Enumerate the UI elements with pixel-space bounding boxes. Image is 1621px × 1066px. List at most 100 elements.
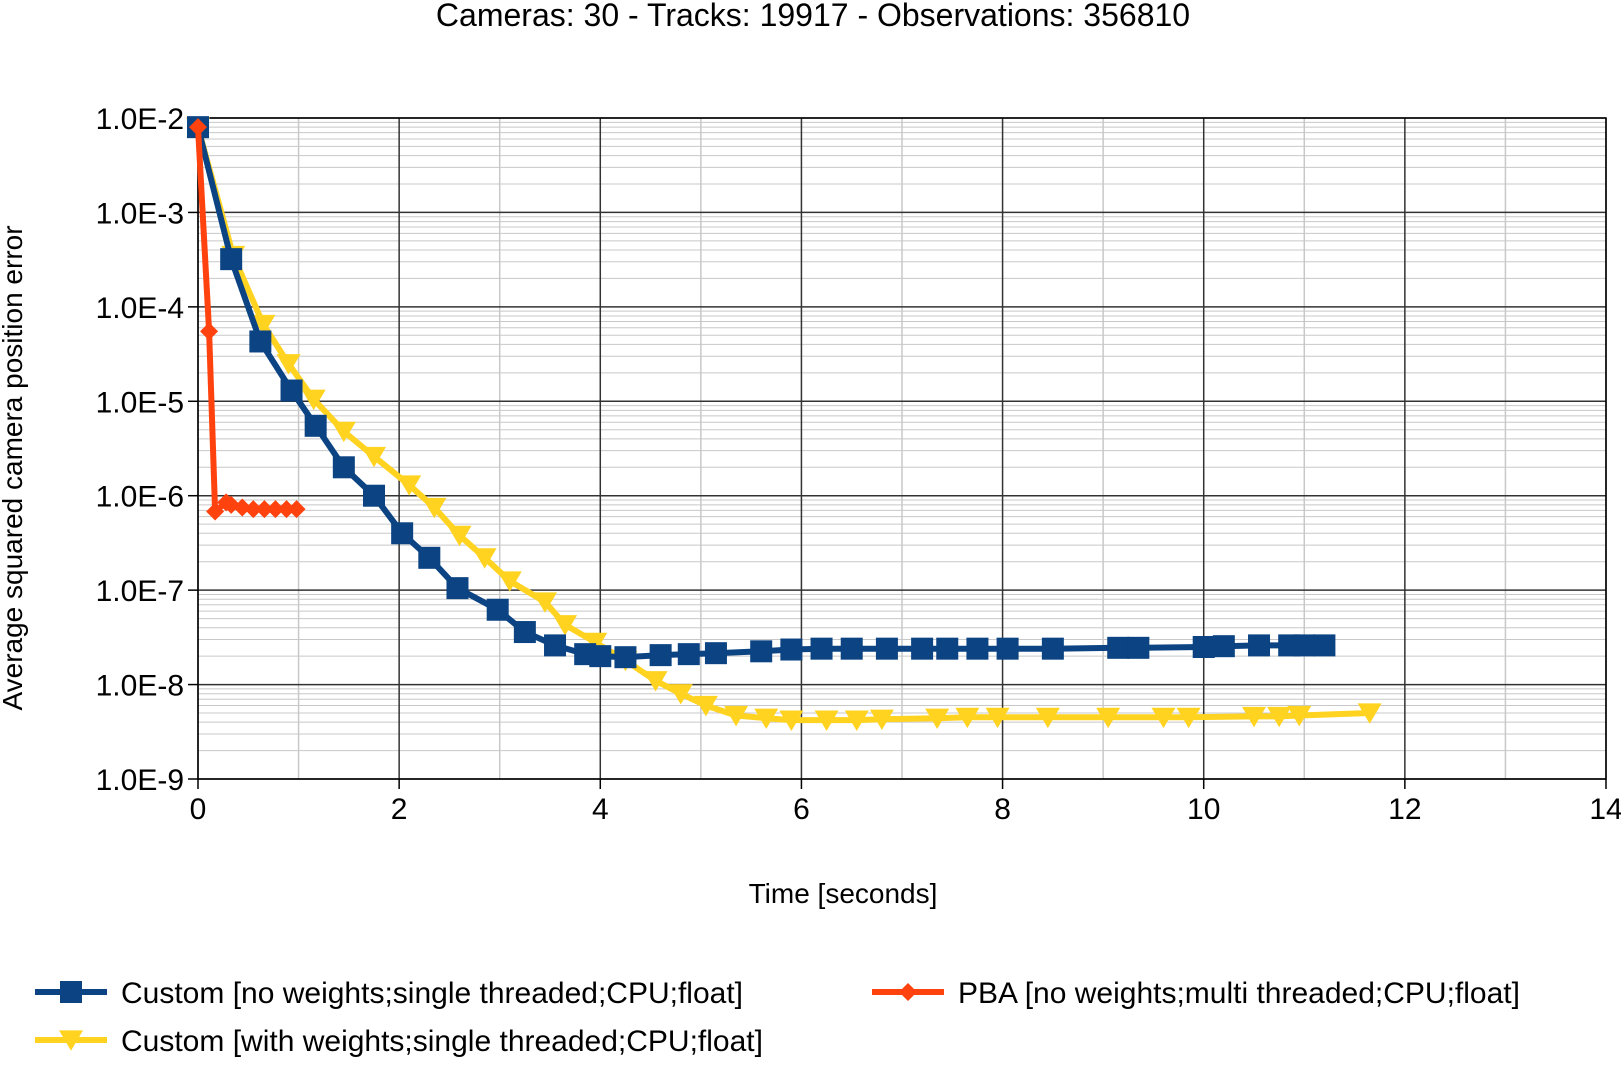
series-layer xyxy=(186,116,1382,731)
legend-marker xyxy=(59,1030,83,1051)
data-point xyxy=(1242,706,1266,728)
data-point xyxy=(649,644,672,667)
data-point xyxy=(233,498,252,517)
data-point xyxy=(200,322,219,341)
x-tick-label: 2 xyxy=(391,793,408,826)
data-point xyxy=(614,646,637,669)
data-point xyxy=(1151,707,1176,729)
y-tick-label: 1.0E-9 xyxy=(96,764,184,797)
data-point xyxy=(875,637,898,660)
data-point xyxy=(249,330,272,353)
data-point xyxy=(287,500,306,519)
series-line xyxy=(195,126,1370,724)
data-point xyxy=(693,695,718,717)
data-point xyxy=(1176,707,1201,729)
data-point xyxy=(189,118,207,137)
plot-frame xyxy=(197,117,1607,780)
y-tick-label: 1.0E-8 xyxy=(96,670,184,703)
data-point xyxy=(280,379,303,402)
data-point xyxy=(869,709,894,730)
data-point xyxy=(220,248,243,271)
legend-label: Custom [no weights;single threaded;CPU;f… xyxy=(121,977,743,1010)
x-tick-label: 14 xyxy=(1589,793,1621,826)
legend-marker xyxy=(899,983,917,1001)
y-tick-label: 1.0E-6 xyxy=(96,481,184,514)
data-point xyxy=(925,708,950,730)
data-point xyxy=(1357,703,1382,724)
x-tick-label: 6 xyxy=(793,793,810,826)
data-point xyxy=(251,314,276,336)
x-axis-label: Time [seconds] xyxy=(749,878,938,909)
data-point xyxy=(332,456,355,479)
y-axis-label: Average squared camera position error xyxy=(0,225,28,710)
data-point xyxy=(446,577,469,600)
series-3 xyxy=(186,117,1382,731)
data-point xyxy=(418,546,441,569)
data-point xyxy=(754,708,779,730)
data-point xyxy=(1293,634,1316,657)
data-point xyxy=(497,571,522,592)
data-point xyxy=(255,500,274,519)
data-point xyxy=(779,710,804,731)
series-1 xyxy=(187,116,1336,669)
data-point xyxy=(553,615,578,636)
data-point xyxy=(1192,635,1215,658)
data-point xyxy=(276,354,301,375)
legend: Custom [no weights;single threaded;CPU;f… xyxy=(35,977,1520,1058)
y-tick-label: 1.0E-3 xyxy=(96,197,184,230)
data-point xyxy=(1041,637,1064,660)
data-point xyxy=(704,642,727,665)
data-point xyxy=(589,645,612,668)
data-point xyxy=(206,502,225,521)
y-axis-ticks: 1.0E-2 1.0E-3 1.0E-4 1.0E-5 1.0E-6 1.0E-7 1.0E… xyxy=(96,103,198,797)
data-point xyxy=(301,389,326,411)
data-point xyxy=(643,671,668,692)
legend-marker xyxy=(60,981,82,1003)
data-point xyxy=(513,621,536,644)
x-tick-label: 10 xyxy=(1187,793,1220,826)
data-point xyxy=(1096,707,1121,729)
data-point xyxy=(1035,707,1060,729)
data-point xyxy=(544,634,567,657)
data-point xyxy=(397,475,422,496)
legend-label: Custom [with weights;single threaded;CPU… xyxy=(121,1025,763,1058)
data-point xyxy=(1212,635,1235,658)
data-point xyxy=(810,637,833,660)
data-point xyxy=(583,632,608,654)
legend-item: PBA [no weights;multi threaded;CPU;float… xyxy=(872,977,1520,1010)
data-point xyxy=(532,592,557,613)
x-tick-label: 4 xyxy=(592,793,609,826)
y-tick-label: 1.0E-4 xyxy=(96,292,184,325)
data-point xyxy=(1287,705,1312,727)
y-tick-label: 1.0E-2 xyxy=(96,103,184,136)
data-point xyxy=(985,707,1010,729)
y-tick-label: 1.0E-7 xyxy=(96,575,184,608)
x-tick-label: 8 xyxy=(994,793,1011,826)
data-point xyxy=(750,640,773,663)
data-point xyxy=(780,638,803,661)
x-tick-label: 12 xyxy=(1388,793,1421,826)
data-point xyxy=(996,637,1019,660)
data-point xyxy=(304,414,327,437)
data-point xyxy=(668,684,693,705)
legend-label: PBA [no weights;multi threaded;CPU;float… xyxy=(958,977,1520,1010)
y-tick-label: 1.0E-5 xyxy=(96,386,184,419)
chart-title: Cameras: 30 - Tracks: 19917 - Observatio… xyxy=(436,0,1190,33)
legend-item: Custom [with weights;single threaded;CPU… xyxy=(35,1025,763,1058)
data-point xyxy=(844,710,869,731)
data-point xyxy=(1107,636,1130,659)
data-point xyxy=(422,497,447,519)
data-point xyxy=(911,637,934,660)
data-point xyxy=(724,705,749,727)
data-point xyxy=(1248,634,1271,657)
data-point xyxy=(266,500,285,519)
data-point xyxy=(1267,706,1292,728)
series-2 xyxy=(189,118,306,521)
legend-item: Custom [no weights;single threaded;CPU;f… xyxy=(35,977,743,1010)
data-point xyxy=(1127,636,1150,659)
x-tick-label: 0 xyxy=(190,793,207,826)
data-point xyxy=(936,637,959,660)
series-line xyxy=(195,126,1325,661)
data-point xyxy=(472,548,497,569)
